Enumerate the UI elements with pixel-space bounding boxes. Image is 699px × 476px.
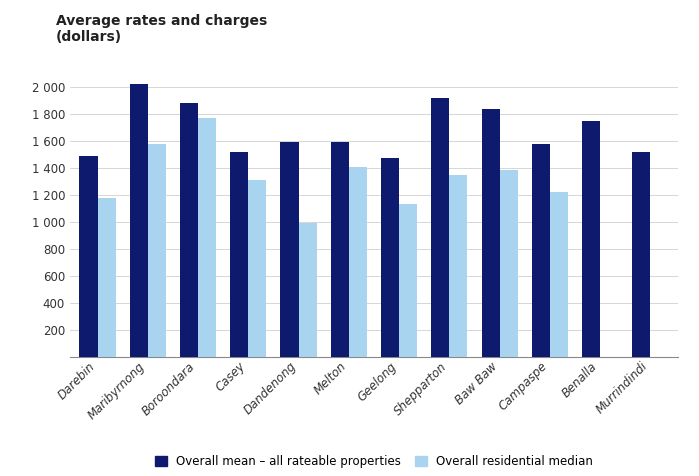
Legend: Overall mean – all rateable properties, Overall residential median: Overall mean – all rateable properties, …: [150, 451, 598, 473]
Bar: [230, 152, 248, 357]
Bar: [130, 84, 147, 357]
Bar: [298, 223, 317, 357]
Bar: [280, 142, 298, 357]
Bar: [147, 144, 166, 357]
Bar: [449, 175, 468, 357]
Bar: [198, 118, 216, 357]
Bar: [80, 156, 98, 357]
Bar: [381, 159, 399, 357]
Bar: [399, 204, 417, 357]
Bar: [482, 109, 500, 357]
Bar: [349, 167, 367, 357]
Bar: [248, 180, 266, 357]
Bar: [431, 98, 449, 357]
Bar: [331, 142, 349, 357]
Bar: [98, 198, 115, 357]
Bar: [500, 170, 518, 357]
Bar: [633, 152, 650, 357]
Bar: [532, 144, 550, 357]
Bar: [582, 120, 600, 357]
Bar: [550, 191, 568, 357]
Bar: [180, 103, 198, 357]
Text: Average rates and charges
(dollars): Average rates and charges (dollars): [56, 14, 267, 44]
